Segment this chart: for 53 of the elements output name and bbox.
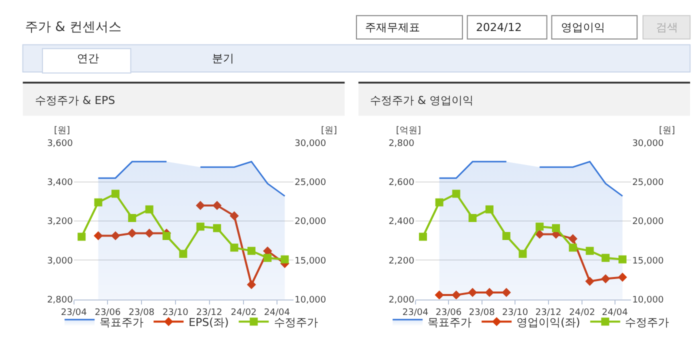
x-tick-label: 23/10	[502, 308, 528, 318]
y2-tick-label: 25,000	[294, 178, 326, 188]
x-tick-label: 23/10	[162, 308, 189, 318]
y-tick-label: 2,000	[388, 295, 415, 306]
y-tick-label: 3,000	[47, 256, 74, 266]
y2-axis-title: [원]	[659, 126, 676, 136]
legend-label: 수정주가	[625, 316, 670, 329]
legend-label: 목표주가	[428, 316, 472, 329]
x-tick-label: 23/12	[196, 308, 222, 318]
y-tick-label: 2,800	[388, 139, 415, 150]
x-tick-label: 23/08	[468, 308, 496, 318]
x-tick-label: 23/04	[60, 308, 88, 318]
x-tick-label: 23/04	[402, 308, 429, 318]
x-tick-label: 24/04	[602, 308, 628, 318]
y2-tick-label: 15,000	[632, 256, 664, 266]
y2-tick-label: 25,000	[632, 178, 664, 188]
x-tick-label: 24/04	[264, 308, 290, 318]
y2-tick-label: 10,000	[294, 295, 326, 306]
x-tick-label: 23/06	[436, 308, 462, 318]
legend-label: 목표주가	[100, 316, 144, 329]
y2-tick-label: 30,000	[294, 139, 326, 150]
y-tick-label: 3,600	[47, 139, 74, 150]
text: 검색	[656, 21, 678, 34]
text: 주가 & 컨센서스	[25, 20, 122, 35]
y2-tick-label: 20,000	[632, 217, 664, 228]
y-tick-label: 2,600	[388, 178, 415, 188]
text: 연간	[77, 52, 99, 65]
text: 분기	[212, 52, 234, 65]
text: 주재무제표	[365, 21, 420, 34]
x-tick-label: 24/02	[230, 308, 257, 318]
y-tick-label: 3,200	[47, 217, 74, 228]
y-tick-label: 2,800	[47, 295, 74, 306]
y2-tick-label: 20,000	[294, 217, 326, 228]
chart-title: 수정주가 & EPS	[35, 94, 116, 107]
y-axis-title: [원]	[54, 126, 70, 136]
x-tick-label: 23/08	[128, 308, 155, 318]
y-tick-label: 2,200	[388, 256, 415, 266]
y2-tick-label: 10,000	[632, 295, 664, 306]
y-axis-title: [억원]	[396, 126, 422, 136]
y-tick-label: 2,400	[388, 217, 415, 228]
chart-title: 수정주가 & 영업이익	[370, 94, 474, 107]
legend-label: 영업이익(좌)	[516, 316, 580, 329]
y2-tick-label: 30,000	[632, 139, 664, 150]
legend-label: 수정주가	[274, 316, 318, 329]
legend-label: EPS(좌)	[188, 316, 229, 329]
x-tick-label: 24/02	[569, 308, 596, 318]
y2-axis-title: [원]	[321, 126, 338, 136]
x-tick-label: 23/12	[535, 308, 562, 318]
x-tick-label: 23/06	[94, 308, 121, 318]
text: 영업이익	[561, 21, 605, 34]
y-tick-label: 3,400	[47, 178, 74, 188]
text: 2024/12	[476, 21, 522, 34]
y2-tick-label: 15,000	[294, 256, 326, 266]
